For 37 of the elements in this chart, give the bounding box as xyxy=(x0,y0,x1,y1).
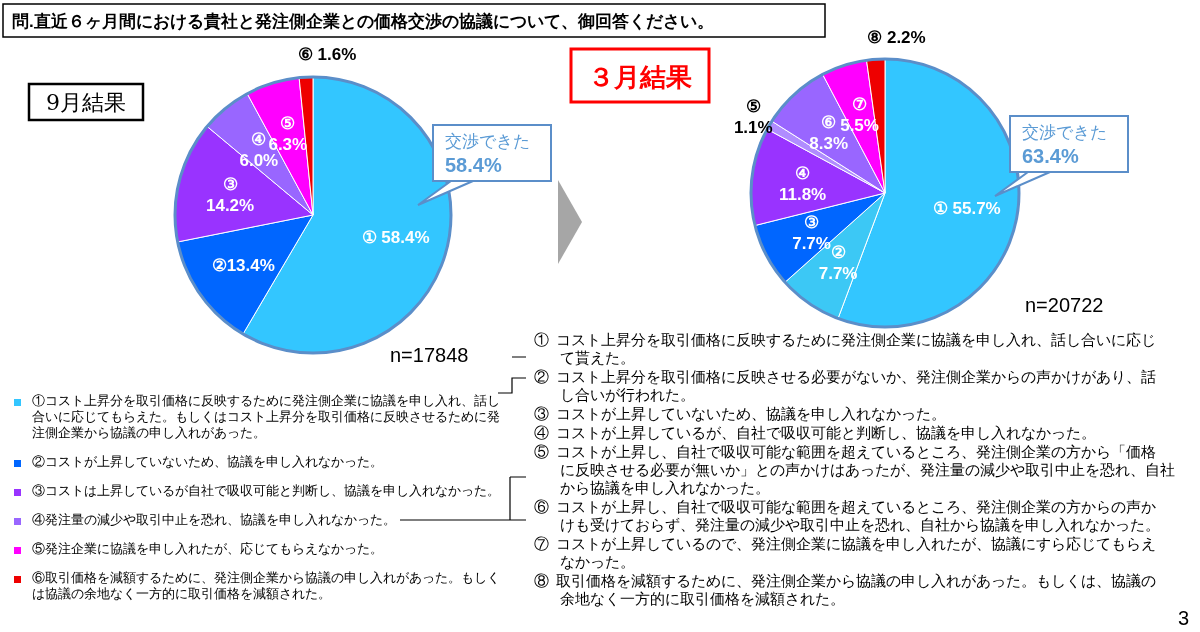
text: ④ コストが上昇しているが、自社で吸収可能と判断し、協議を申し入れなかった。 xyxy=(534,425,1097,441)
slice-label: ④ xyxy=(795,163,811,183)
text: ③ コストが上昇していないため、協議を申し入れなかった。 xyxy=(534,406,947,422)
text: 9月結果 xyxy=(46,90,126,115)
text: ⑦ コストが上昇しているので、発注側企業に協議を申し入れたが、協議にすら応じてもらえなかった。 xyxy=(534,536,1157,570)
data-label: ②13.4% xyxy=(211,255,275,275)
slice-label: ① 55.7% xyxy=(932,198,1001,218)
text: ⑤ コストが上昇し、自社で吸収可能な範囲を超えているところ、発注側企業の方から「価格に反映させる必要が無いか」との声かけはあったが、発注量の減少や取引中止を恐れ、自社から協議を申し入れなかった。 xyxy=(534,444,1175,496)
text: 交渉できた 58.4% xyxy=(445,132,530,176)
data-label: ① 58.4% xyxy=(361,228,430,248)
legend-label: ①コスト上昇分を取引価格に反映するために発注側企業に協議を申し入れ、話し合いに応じてもらえた。もしくはコスト上昇分を取引価格に反映させるために発注側企業から協議の申し入れがあった。 xyxy=(32,393,500,440)
legend-label: ②コストが上昇していないため、協議を申し入れなかった。 xyxy=(32,454,383,469)
legend-label: ⑥取引価格を減額するために、発注側企業から協議の申し入れがあった。もしくは協議の余地なく一方的に取引価格を減額された。 xyxy=(32,570,500,601)
slice-label: ③ xyxy=(804,212,820,232)
legend-label: ⑤発注企業に協議を申し入れたが、応じてもらえなかった。 xyxy=(32,541,383,556)
data-label: 11.8% xyxy=(778,184,827,204)
text: ３月結果 xyxy=(588,62,692,92)
text: 交渉できた 63.4% xyxy=(1022,123,1107,167)
slice-label: ⑤ xyxy=(745,96,761,116)
slice-label: ⑦ xyxy=(852,94,868,114)
text: ⑥ コストが上昇し、自社で吸収可能な範囲を超えているところ、発注側企業の方からの声かけも受けておらず、発注量の減少や取引中止を恐れ、自社から協議を申し入れなかった。 xyxy=(534,499,1160,534)
text: n=20722 xyxy=(1025,294,1104,316)
slice-label: ⑧ 2.2% xyxy=(867,27,926,47)
data-label: 8.3% xyxy=(809,133,849,153)
slice-label: ② xyxy=(830,242,846,262)
data-label: ③ 14.2% xyxy=(206,174,255,215)
legend-label: ③コストは上昇しているが自社で吸収可能と判断し、協議を申し入れなかった。 xyxy=(32,483,500,498)
slice-label: ⑥ xyxy=(821,112,837,132)
data-label: 7.7% xyxy=(792,233,831,253)
data-label: ⑥ 1.6% xyxy=(297,44,357,64)
text: ② コスト上昇分を取引価格に反映させる必要がないか、発注側企業からの声かけがあり、話し合いが行われた。 xyxy=(534,369,1157,403)
legend-label: ④発注量の減少や取引中止を恐れ、協議を申し入れなかった。 xyxy=(32,512,396,527)
text: ① コスト上昇分を取引価格に反映するために発注側企業に協議を申し入れ、話し合いに応じて貰えた。 xyxy=(534,332,1157,366)
text: n=17848 xyxy=(390,344,469,366)
text: 3 xyxy=(1178,607,1190,629)
text: ⑧ 取引価格を減額するために、発注側企業から協議の申し入れがあった。もしくは、協議の余地なく一方的に取引価格を減額された。 xyxy=(534,573,1157,607)
chart-title: 問.直近６ヶ月間における貴社と発注側企業との価格交渉の協議について、御回答ください。 xyxy=(12,12,714,31)
